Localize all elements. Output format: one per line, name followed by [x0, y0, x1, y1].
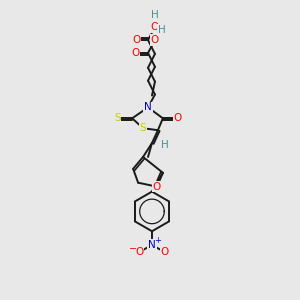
Text: O: O [132, 35, 140, 45]
Text: O: O [151, 22, 159, 32]
Text: +: + [154, 236, 161, 245]
Text: O: O [174, 113, 182, 123]
Text: N: N [148, 240, 156, 250]
Text: −: − [129, 244, 137, 254]
Text: S: S [114, 113, 121, 123]
Text: O: O [131, 48, 139, 58]
Text: H: H [158, 25, 166, 35]
Text: O: O [161, 247, 169, 257]
Text: O: O [153, 182, 161, 192]
Text: H: H [161, 140, 169, 150]
Text: H: H [151, 10, 159, 20]
Text: O: O [135, 247, 143, 257]
Text: O: O [151, 35, 159, 45]
Text: S: S [140, 123, 146, 133]
Text: N: N [144, 102, 152, 112]
